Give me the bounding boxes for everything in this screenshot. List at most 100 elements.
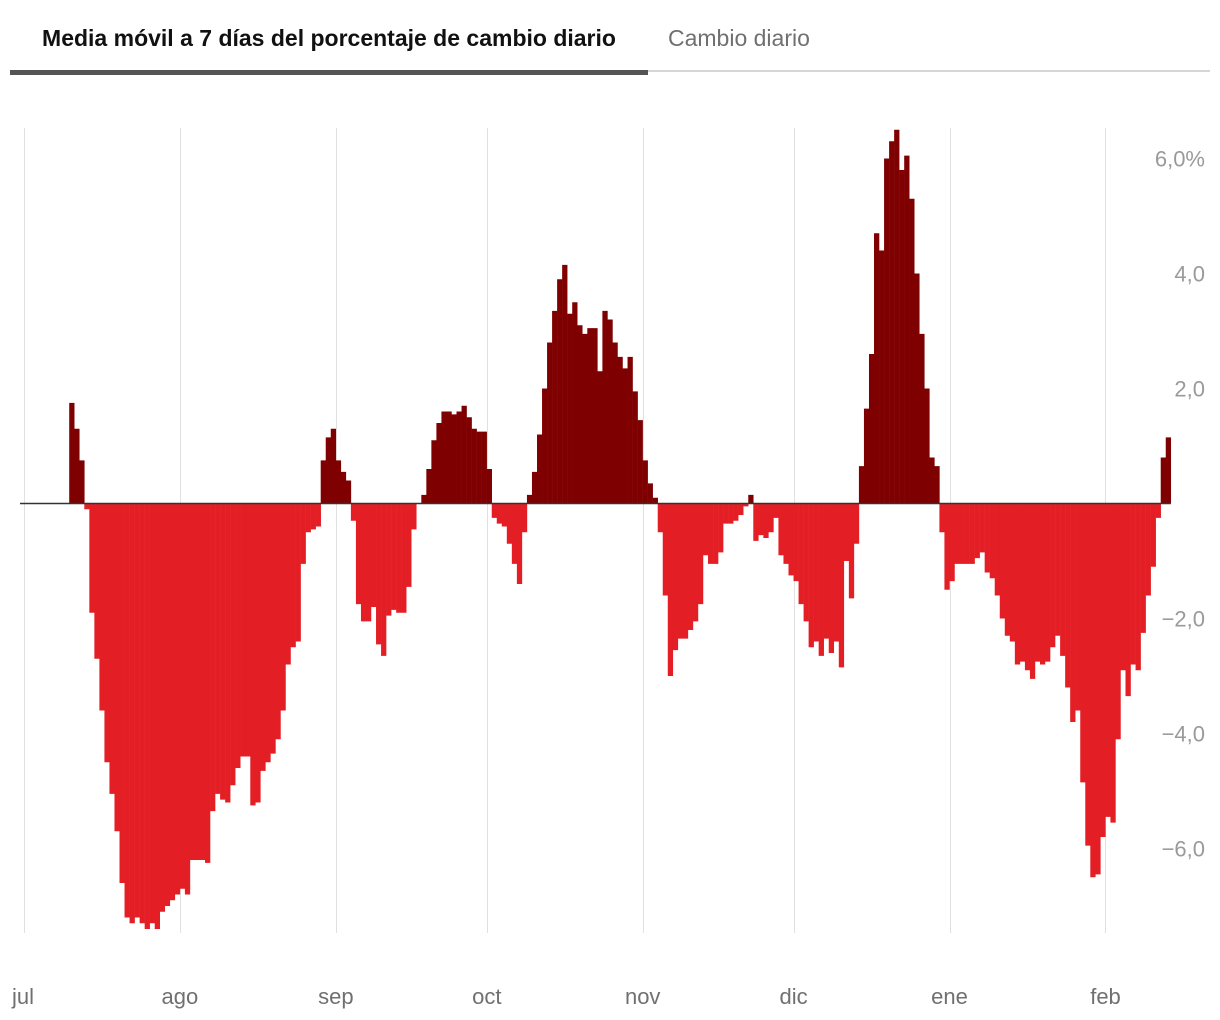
data-bar bbox=[853, 503, 860, 544]
data-bar bbox=[1004, 503, 1011, 636]
data-bar bbox=[939, 503, 945, 533]
data-bar bbox=[713, 503, 719, 564]
data-bar bbox=[999, 503, 1006, 619]
data-bar bbox=[793, 503, 799, 582]
data-bar bbox=[803, 503, 809, 622]
data-bar bbox=[391, 503, 397, 610]
data-bar bbox=[1060, 503, 1066, 656]
data-bar bbox=[371, 503, 377, 607]
data-bar bbox=[300, 503, 306, 564]
data-bar bbox=[552, 310, 558, 504]
data-bar bbox=[773, 503, 779, 518]
data-bar bbox=[275, 503, 281, 740]
data-bar bbox=[728, 503, 734, 524]
data-bar bbox=[682, 503, 689, 639]
data-bar bbox=[149, 503, 155, 924]
data-bar bbox=[808, 503, 814, 648]
data-bar bbox=[355, 503, 362, 605]
data-bar bbox=[1155, 503, 1161, 518]
data-bar bbox=[531, 471, 538, 504]
data-bar bbox=[692, 503, 699, 622]
data-bar bbox=[587, 328, 593, 504]
data-bar bbox=[884, 158, 890, 504]
data-bar bbox=[421, 494, 427, 504]
data-bar bbox=[909, 198, 915, 504]
data-bar bbox=[230, 503, 236, 786]
data-bar bbox=[184, 503, 191, 895]
data-bar bbox=[1125, 503, 1131, 697]
data-bar bbox=[179, 503, 186, 889]
data-bar bbox=[733, 503, 739, 521]
data-bar bbox=[929, 457, 935, 504]
data-bar bbox=[828, 503, 835, 653]
data-bar bbox=[154, 503, 160, 929]
data-bar bbox=[949, 503, 955, 582]
data-bar bbox=[466, 417, 472, 504]
data-bar bbox=[592, 328, 598, 504]
data-bar bbox=[250, 503, 256, 806]
x-tick-label: sep bbox=[318, 984, 353, 1009]
data-bar bbox=[74, 428, 80, 504]
bars bbox=[69, 129, 1172, 929]
data-bar bbox=[401, 503, 407, 613]
y-tick-label: −4,0 bbox=[1162, 722, 1205, 747]
data-bar bbox=[330, 428, 337, 504]
data-bar bbox=[1055, 503, 1061, 636]
data-bar bbox=[109, 503, 115, 794]
data-bar bbox=[144, 503, 150, 929]
data-bar bbox=[320, 460, 326, 504]
data-bar bbox=[496, 503, 503, 524]
data-bar bbox=[220, 503, 226, 800]
data-bar bbox=[572, 302, 578, 504]
data-bar bbox=[1065, 503, 1071, 688]
data-bar bbox=[959, 503, 965, 564]
data-bar bbox=[295, 503, 301, 642]
data-bar bbox=[139, 503, 145, 924]
data-bar bbox=[335, 460, 342, 504]
data-bar bbox=[441, 411, 447, 504]
data-bar bbox=[270, 503, 276, 754]
data-bar bbox=[768, 503, 774, 533]
data-bar bbox=[1150, 503, 1156, 567]
tab-daily-change[interactable]: Cambio diario bbox=[668, 25, 810, 51]
data-bar bbox=[199, 503, 206, 860]
data-bar bbox=[1145, 503, 1151, 596]
x-tick-label: dic bbox=[780, 984, 808, 1009]
data-bar bbox=[516, 503, 523, 584]
data-bar bbox=[904, 155, 910, 504]
data-bar bbox=[436, 423, 442, 504]
data-bar bbox=[879, 250, 885, 504]
data-bar bbox=[627, 356, 633, 504]
data-bar bbox=[954, 503, 960, 564]
data-bar bbox=[305, 503, 311, 533]
data-bar bbox=[1029, 503, 1036, 679]
data-bar bbox=[838, 503, 845, 668]
data-bar bbox=[376, 503, 382, 645]
tab-7-day-average[interactable]: Media móvil a 7 días del porcentaje de c… bbox=[10, 24, 648, 75]
data-bar bbox=[1100, 503, 1106, 837]
data-bar bbox=[1080, 503, 1086, 783]
data-bar bbox=[823, 503, 829, 639]
data-bar bbox=[1045, 503, 1051, 662]
data-bar bbox=[476, 431, 482, 504]
data-bar bbox=[265, 503, 271, 763]
data-bar bbox=[1014, 503, 1021, 665]
y-tick-label: 2,0 bbox=[1174, 377, 1205, 402]
data-bar bbox=[597, 371, 603, 504]
data-bar bbox=[1070, 503, 1076, 722]
data-bar bbox=[738, 503, 744, 515]
data-bar bbox=[667, 503, 674, 676]
data-bar bbox=[506, 503, 513, 544]
data-bar bbox=[652, 497, 658, 504]
data-bar bbox=[511, 503, 518, 564]
data-bar bbox=[617, 356, 623, 504]
data-bar bbox=[310, 503, 316, 530]
data-bar bbox=[1115, 503, 1121, 740]
data-bar bbox=[562, 264, 568, 504]
data-bar bbox=[521, 503, 528, 533]
data-bar bbox=[99, 503, 105, 711]
data-bar bbox=[350, 503, 357, 521]
data-bar bbox=[914, 273, 920, 504]
x-tick-label: ene bbox=[931, 984, 968, 1009]
